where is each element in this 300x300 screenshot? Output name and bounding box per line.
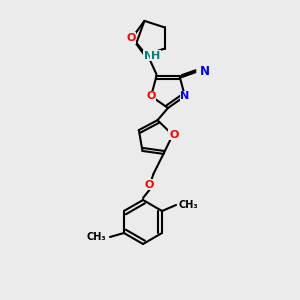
Text: O: O: [146, 91, 156, 101]
Text: N: N: [200, 65, 210, 78]
Text: O: O: [145, 180, 154, 190]
Text: H: H: [151, 51, 160, 61]
Text: CH₃: CH₃: [86, 232, 106, 242]
Text: CH₃: CH₃: [178, 200, 198, 210]
Text: N: N: [180, 91, 190, 101]
Text: O: O: [169, 130, 178, 140]
Text: N: N: [144, 51, 153, 61]
Text: O: O: [126, 33, 136, 43]
